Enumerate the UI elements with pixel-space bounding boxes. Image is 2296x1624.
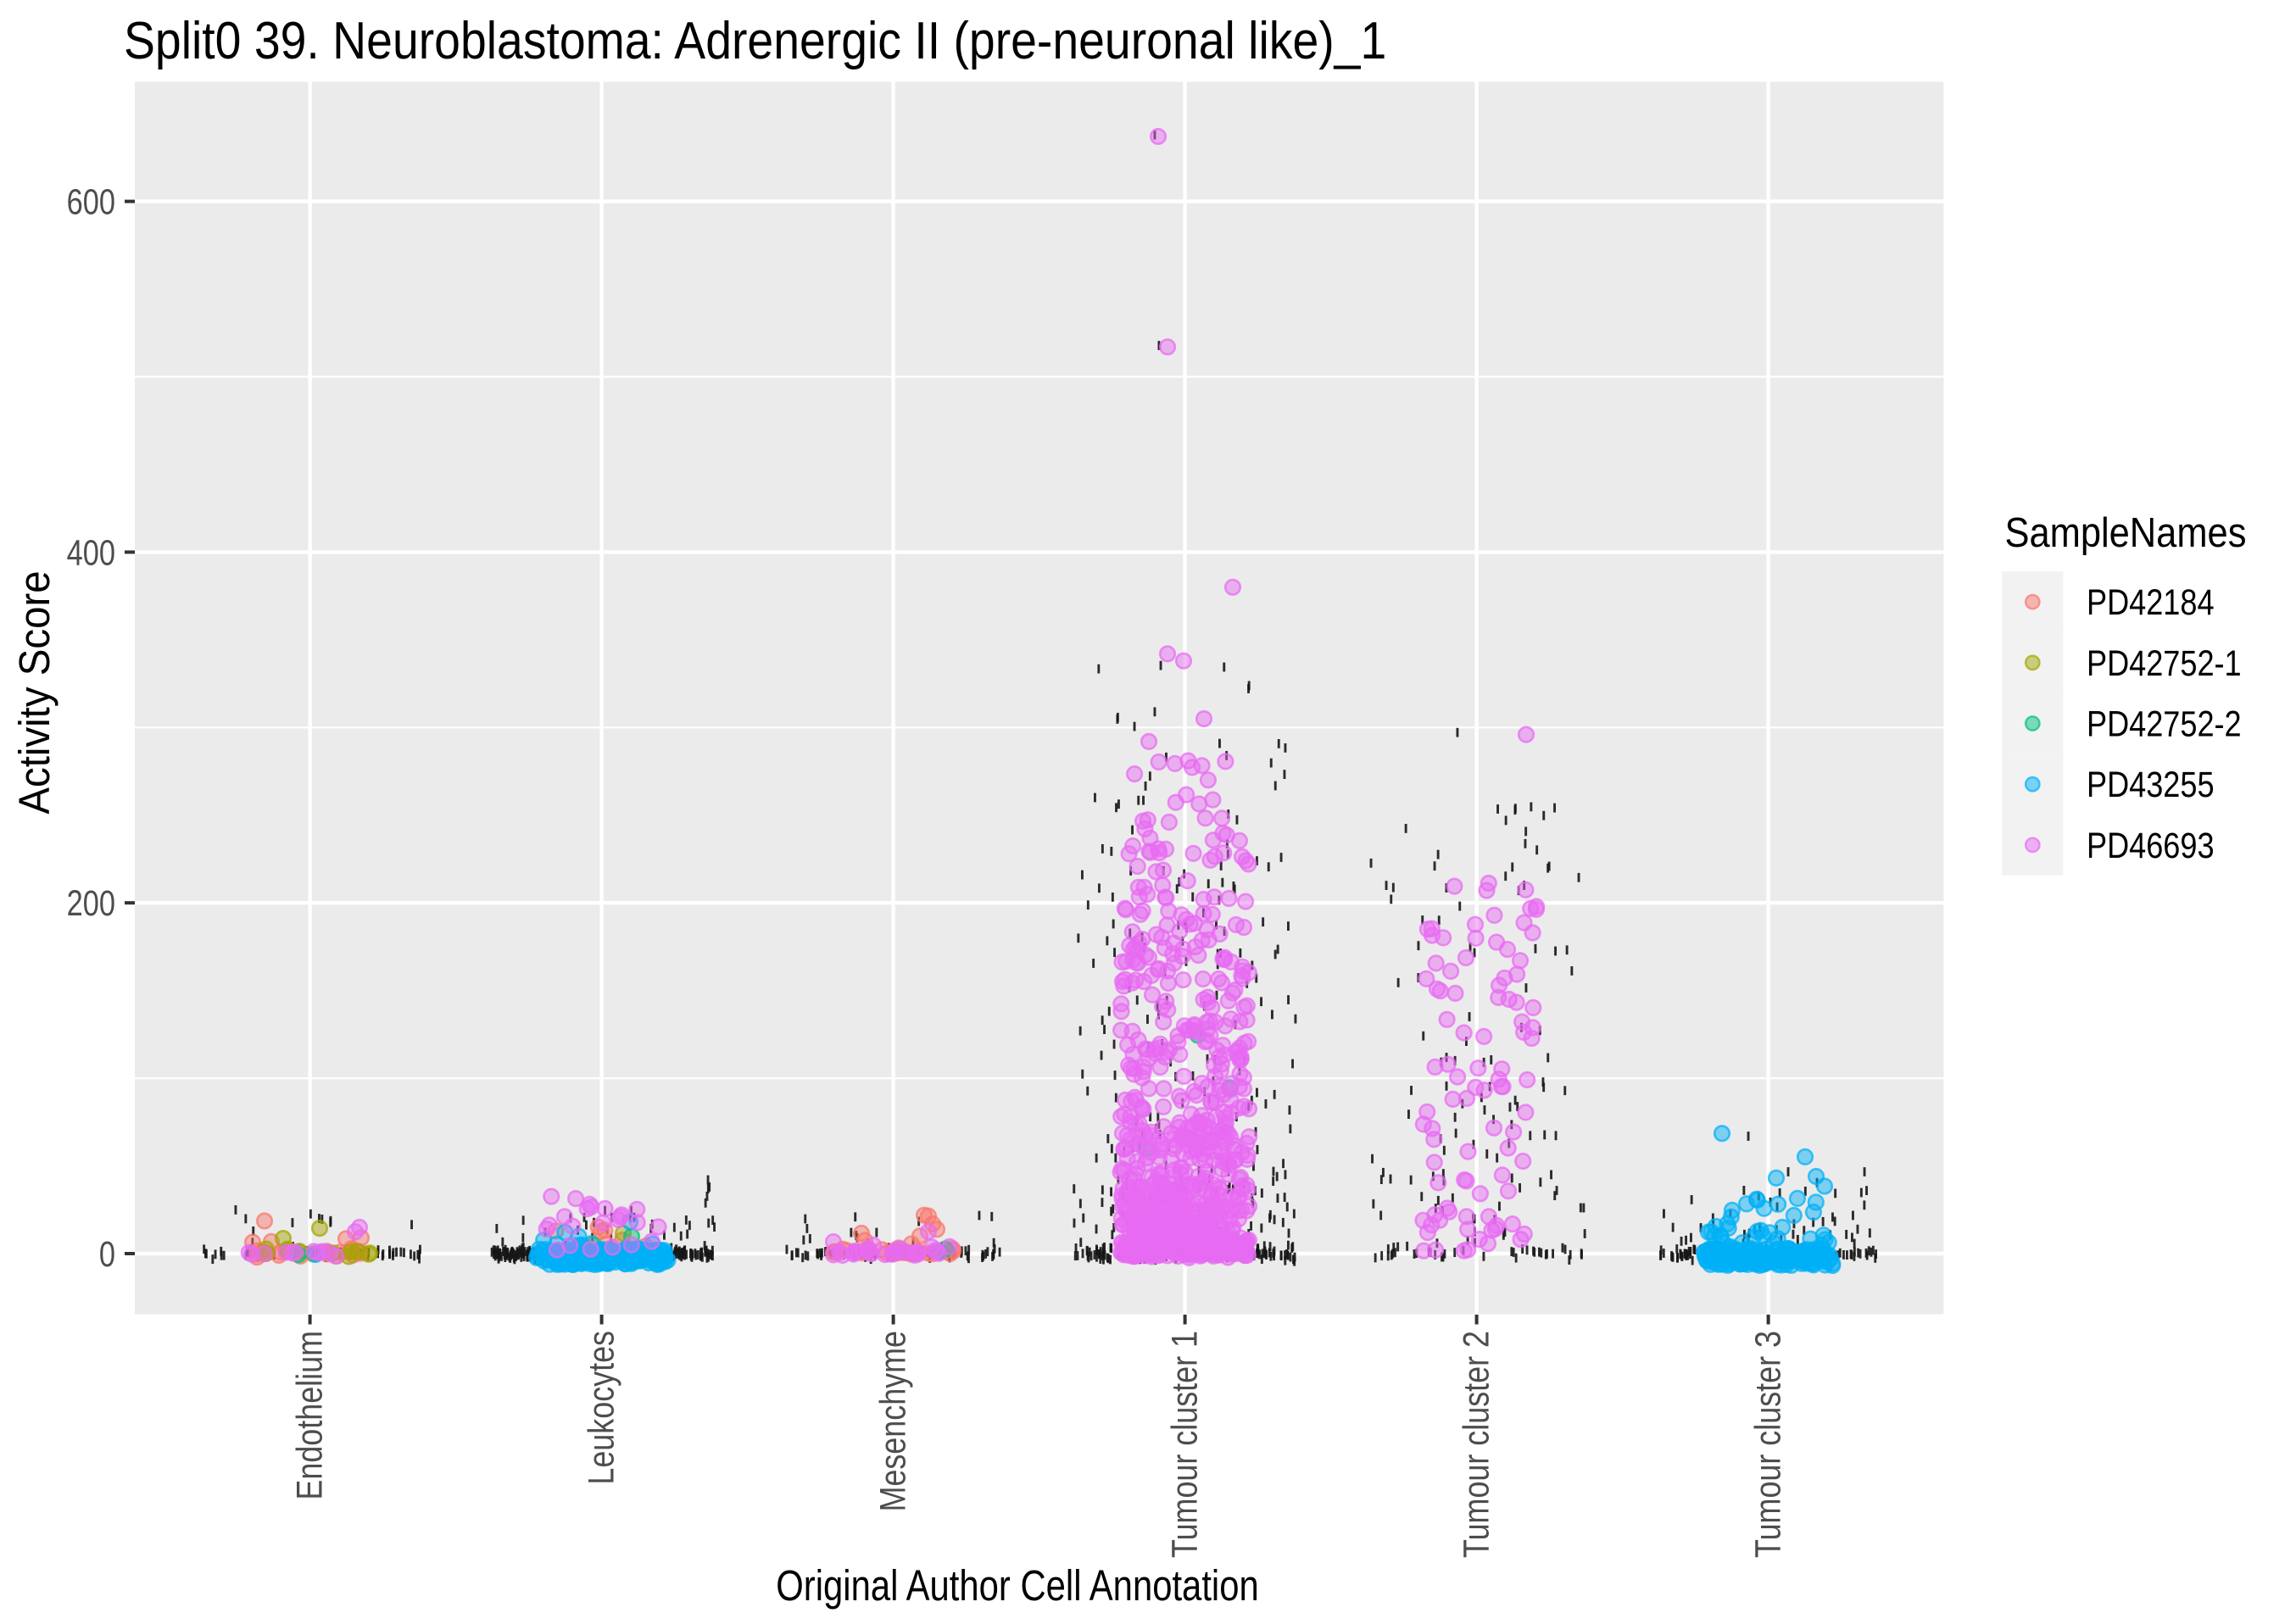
svg-text:Activity Score: Activity Score — [10, 570, 59, 814]
svg-text:Leukocytes: Leukocytes — [582, 1331, 622, 1485]
svg-text:400: 400 — [67, 533, 115, 573]
svg-text:PD42752-2: PD42752-2 — [2087, 704, 2242, 745]
svg-text:Endothelium: Endothelium — [290, 1331, 331, 1500]
svg-text:0: 0 — [99, 1234, 115, 1274]
svg-text:PD46693: PD46693 — [2087, 826, 2215, 866]
svg-text:Tumour cluster 2: Tumour cluster 2 — [1457, 1331, 1497, 1558]
svg-text:PD42184: PD42184 — [2087, 582, 2215, 623]
svg-text:Split0 39. Neuroblastoma: Adre: Split0 39. Neuroblastoma: Adrenergic II … — [124, 12, 1386, 70]
svg-text:PD43255: PD43255 — [2087, 765, 2215, 805]
svg-text:600: 600 — [67, 182, 115, 222]
svg-text:200: 200 — [67, 884, 115, 924]
svg-text:Original Author Cell Annotatio: Original Author Cell Annotation — [776, 1561, 1258, 1610]
svg-text:PD42752-1: PD42752-1 — [2087, 643, 2242, 684]
svg-text:Tumour cluster 1: Tumour cluster 1 — [1165, 1331, 1206, 1558]
svg-text:Mesenchyme: Mesenchyme — [873, 1331, 914, 1512]
svg-text:Tumour cluster 3: Tumour cluster 3 — [1748, 1331, 1789, 1558]
svg-text:SampleNames: SampleNames — [2005, 509, 2247, 556]
